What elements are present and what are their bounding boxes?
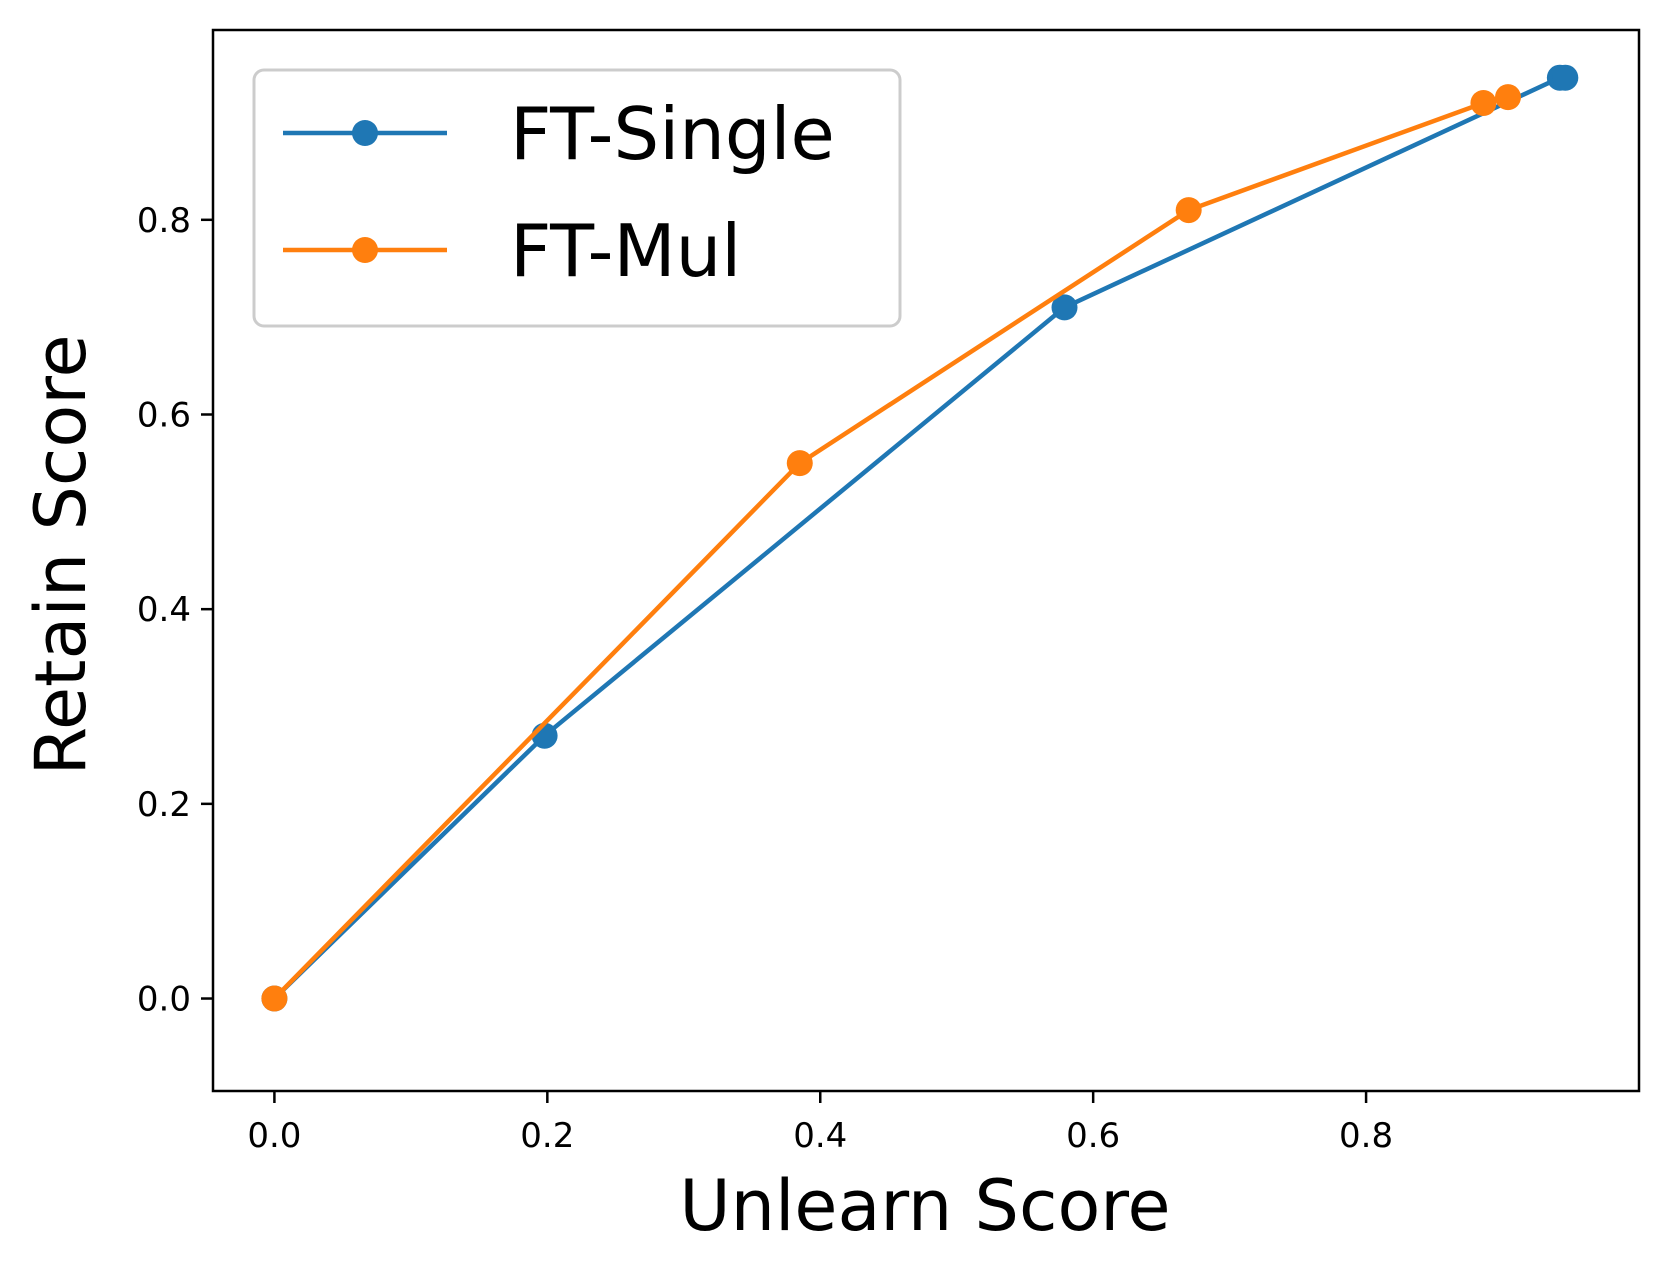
data-point xyxy=(786,450,813,477)
y-tick-label: 0.8 xyxy=(137,201,191,241)
x-tick-label: 0.0 xyxy=(247,1116,301,1156)
y-tick-label: 0.2 xyxy=(137,785,191,825)
x-axis-label: Unlearn Score xyxy=(679,1165,1170,1247)
data-point xyxy=(1494,84,1521,111)
axes-frame xyxy=(211,28,1641,1093)
data-point xyxy=(1175,197,1202,224)
y-tick-label: 0.6 xyxy=(137,395,191,435)
legend: FT-Single FT-Mul xyxy=(252,68,902,328)
x-tick-label: 0.8 xyxy=(1339,1116,1393,1156)
data-point xyxy=(1051,294,1078,321)
legend-label: FT-Mul xyxy=(510,209,741,293)
y-axis-ticks: 0.0 0.2 0.4 0.6 0.8 xyxy=(137,201,213,1020)
data-point xyxy=(1470,90,1497,117)
data-point xyxy=(1552,64,1579,91)
y-axis-label: Retain Score xyxy=(20,334,102,775)
plot-area xyxy=(261,64,1579,1012)
x-tick-label: 0.2 xyxy=(520,1116,574,1156)
data-point xyxy=(261,985,288,1012)
x-axis-ticks: 0.0 0.2 0.4 0.6 0.8 xyxy=(247,1091,1393,1156)
y-tick-label: 0.0 xyxy=(137,980,191,1020)
legend-marker xyxy=(352,120,378,146)
legend-marker xyxy=(352,237,378,263)
y-tick-label: 0.4 xyxy=(137,590,191,630)
x-tick-label: 0.6 xyxy=(1066,1116,1120,1156)
x-tick-label: 0.4 xyxy=(793,1116,847,1156)
series-ft-mul xyxy=(261,84,1521,1012)
legend-label: FT-Single xyxy=(510,92,835,176)
data-point xyxy=(531,722,558,749)
